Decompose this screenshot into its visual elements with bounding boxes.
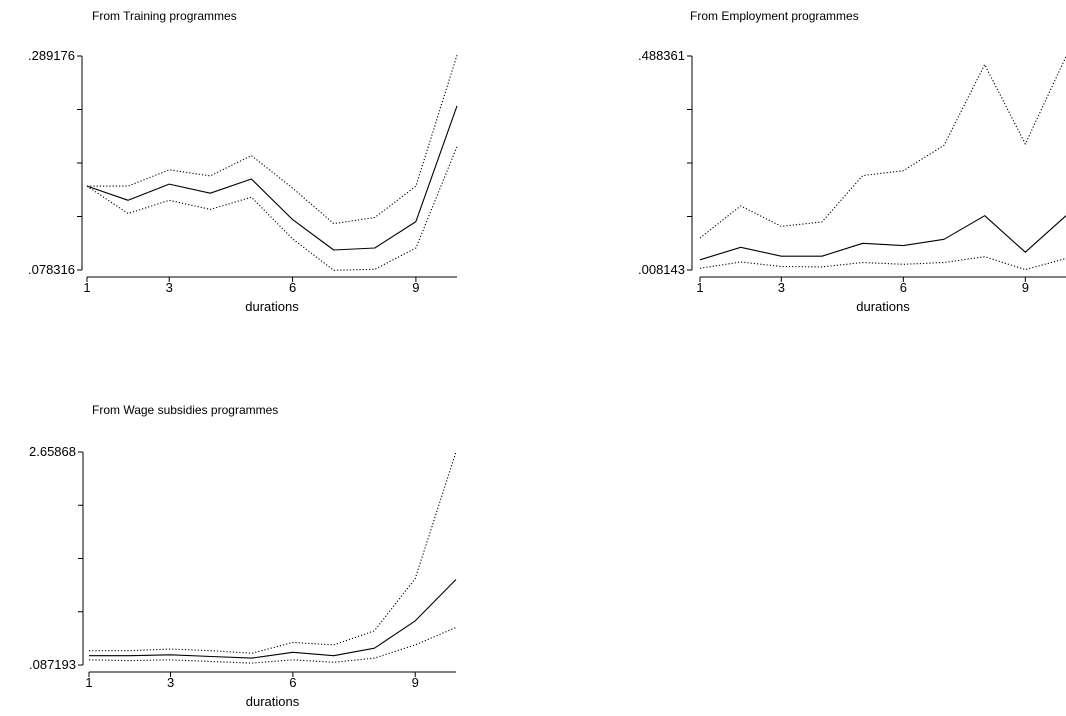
estimate-line bbox=[89, 579, 457, 659]
confidence-band-line bbox=[699, 56, 1066, 239]
x-tick-label: 1 bbox=[85, 675, 92, 690]
panel-training: From Training programmes .078316 .289176 1 3… bbox=[28, 9, 458, 314]
y-tick-label: .488361 bbox=[638, 48, 685, 63]
confidence-band-line bbox=[86, 146, 458, 271]
x-tick-label: 9 bbox=[412, 675, 419, 690]
estimate-line bbox=[699, 215, 1066, 261]
confidence-band-line bbox=[89, 451, 457, 654]
x-axis-title: durations bbox=[856, 299, 910, 314]
confidence-band-line bbox=[699, 256, 1066, 271]
chart-title-training: From Training programmes bbox=[92, 9, 237, 23]
x-tick-label: 1 bbox=[696, 280, 703, 295]
chart-title-wage-subsidies: From Wage subsidies programmes bbox=[92, 403, 278, 417]
estimate-line bbox=[86, 105, 458, 251]
y-tick-label: .087193 bbox=[29, 657, 76, 672]
x-tick-label: 6 bbox=[900, 280, 907, 295]
x-axis-title: durations bbox=[245, 299, 299, 314]
confidence-band-line bbox=[87, 55, 458, 225]
x-tick-label: 3 bbox=[778, 280, 785, 295]
y-tick-label: .008143 bbox=[638, 262, 685, 277]
x-tick-label: 6 bbox=[289, 280, 296, 295]
x-tick-label: 6 bbox=[289, 675, 296, 690]
x-tick-label: 9 bbox=[412, 280, 419, 295]
y-tick-label: .078316 bbox=[28, 262, 75, 277]
y-tick-label: 2.65868 bbox=[29, 444, 76, 459]
panel-wage-subsidies: From Wage subsidies programmes .087193 2.6… bbox=[29, 403, 457, 709]
chart-title-employment: From Employment programmes bbox=[690, 9, 859, 23]
x-tick-label: 9 bbox=[1022, 280, 1029, 295]
panel-employment: From Employment programmes .008143 .488361… bbox=[638, 9, 1066, 314]
x-axis-title: durations bbox=[246, 694, 300, 709]
x-tick-label: 3 bbox=[166, 280, 173, 295]
y-tick-label: .289176 bbox=[28, 48, 75, 63]
x-tick-label: 1 bbox=[83, 280, 90, 295]
x-tick-label: 3 bbox=[167, 675, 174, 690]
confidence-band-line bbox=[88, 626, 457, 664]
